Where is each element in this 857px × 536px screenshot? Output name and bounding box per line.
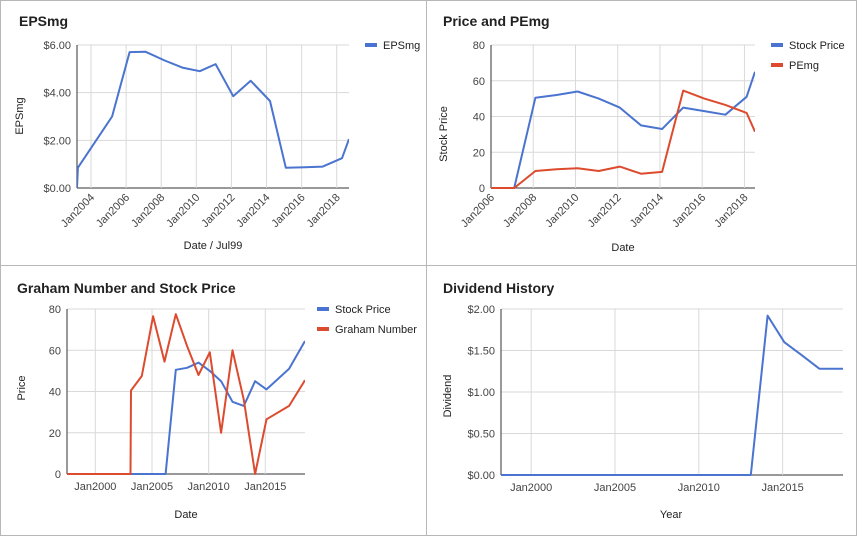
y-tick-label: 20 [49,428,61,440]
series-line-stock-price [67,340,305,475]
y-tick-label: $2.00 [43,135,71,147]
x-tick-label: Jan2008 [129,192,167,230]
legend-swatch [771,43,783,47]
dividend-chart-panel: Dividend History $0.00 $0.50 $1.00 $1.50 $2.0… [426,265,857,536]
x-tick-label: Jan2015 [762,482,804,494]
y-tick-label: $2.00 [467,304,495,316]
epsmg-chart: EPSmg$0.00$2.00$4.00$6.00Jan2004Jan2006J… [14,13,420,252]
y-axis-label: Dividend [442,375,454,418]
y-tick-label: $1.50 [467,346,495,358]
x-axis-label: Date [174,509,197,521]
y-tick-label: $0.00 [43,183,71,195]
legend-label-graham-number: Graham Number [335,324,417,336]
legend-label-stock-price: Stock Price [335,304,391,316]
x-tick-label: Jan2000 [74,481,116,493]
y-tick-label: 40 [473,112,485,124]
y-tick-label: 0 [479,183,485,195]
y-axis-label: Price [16,375,28,400]
x-tick-label: Jan2005 [594,482,636,494]
x-tick-label: Jan2015 [244,481,286,493]
legend-swatch [771,63,783,67]
x-axis-label: Year [660,509,683,521]
y-tick-label: $0.00 [467,470,495,482]
y-tick-label: $4.00 [43,88,71,100]
series-line-pemg [491,89,755,189]
x-tick-label: Jan2006 [459,192,497,230]
x-tick-label: Jan2010 [188,481,230,493]
x-axis-label: Date [611,242,634,254]
series-line-graham-number [67,313,305,475]
series-line-stock-price [491,71,755,189]
y-tick-label: $6.00 [43,40,71,52]
y-tick-label: 80 [49,304,61,316]
y-tick-label: 60 [473,76,485,88]
graham-chart-panel: Graham Number and Stock Price 0 20 40 60 80 Ja… [0,265,427,536]
x-tick-label: Jan2016 [269,192,307,230]
legend-label-stock-price: Stock Price [789,40,845,52]
y-tick-label: 60 [49,345,61,357]
dividend-chart: Dividend History $0.00 $0.50 $1.00 $1.50 $2.0… [442,280,843,521]
legend-label-epsmg: EPSmg [383,40,420,52]
epsmg-chart-panel: EPSmg $0.00 $2.00 $4.00 $6.00 Jan2004 Jan2006 J… [0,0,427,266]
x-tick-label: Jan2008 [501,192,539,230]
x-tick-label: Jan2000 [510,482,552,494]
graham-chart: Graham Number and Stock Price 0 20 40 60 80 Ja… [16,280,417,521]
x-tick-label: Jan2012 [586,192,624,230]
price-pemg-chart-panel: Price and PEmg 0 20 40 60 80 Jan2006 Jan2008 Jan… [426,0,857,266]
y-tick-label: $0.50 [467,429,495,441]
y-tick-label: $1.00 [467,387,495,399]
y-tick-label: 20 [473,147,485,159]
x-tick-label: Jan2010 [678,482,720,494]
series-line-epsmg [77,50,349,189]
y-tick-label: 40 [49,387,61,399]
x-tick-label: Jan2012 [199,192,237,230]
chart-title: Dividend History [443,280,554,296]
y-axis-label: Stock Price [438,106,450,162]
x-tick-label: Jan2010 [164,192,202,230]
chart-title: EPSmg [19,13,68,29]
legend-swatch [317,307,329,311]
x-tick-label: Jan2004 [59,192,97,230]
x-tick-label: Jan2018 [712,192,750,230]
y-tick-label: 80 [473,40,485,52]
legend-swatch [365,43,377,47]
legend-label-pemg: PEmg [789,60,819,72]
y-axis-label: EPSmg [14,97,26,134]
x-tick-label: Jan2016 [670,192,708,230]
x-axis-label: Date / Jul99 [184,240,243,252]
y-tick-label: 0 [55,469,61,481]
legend-swatch [317,327,329,331]
x-tick-label: Jan2010 [543,192,581,230]
x-tick-label: Jan2018 [304,192,342,230]
series-line-dividend [501,314,843,476]
x-tick-label: Jan2006 [94,192,132,230]
chart-title: Graham Number and Stock Price [17,280,236,296]
chart-title: Price and PEmg [443,13,550,29]
x-tick-label: Jan2005 [131,481,173,493]
x-tick-label: Jan2014 [234,192,272,230]
x-tick-label: Jan2014 [628,192,666,230]
